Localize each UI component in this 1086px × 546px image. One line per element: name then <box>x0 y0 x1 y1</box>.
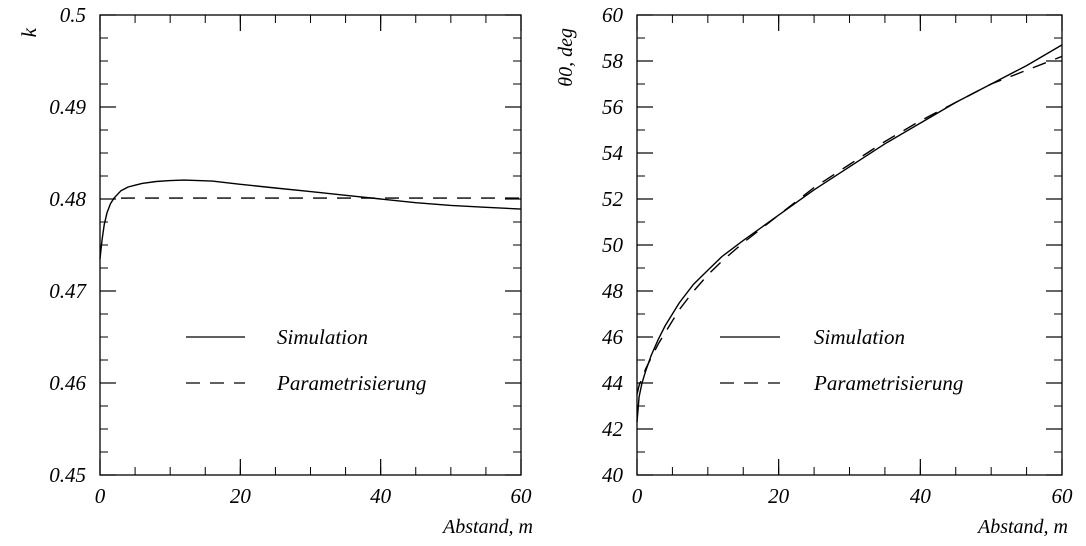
legend-label-simulation: Simulation <box>814 325 905 349</box>
xtick-labels: 0 20 40 60 <box>632 484 1073 508</box>
legend-label-simulation: Simulation <box>277 325 368 349</box>
y-tick-label: 0.5 <box>60 3 86 27</box>
y-tick-label: 0.47 <box>49 279 87 303</box>
major-ticks <box>99 14 522 476</box>
y-axis-label: k <box>17 27 41 37</box>
legend-label-parametrisierung: Parametrisierung <box>813 371 963 395</box>
x-tick-label: 20 <box>230 484 252 508</box>
x-tick-label: 0 <box>632 484 643 508</box>
x-tick-label: 0 <box>95 484 106 508</box>
y-tick-label: 56 <box>602 95 624 119</box>
plot-frame <box>99 14 522 476</box>
legend: Simulation Parametrisierung <box>186 325 426 395</box>
ytick-labels: 40 42 44 46 48 50 52 54 56 58 60 <box>602 3 624 487</box>
x-tick-label: 60 <box>511 484 533 508</box>
x-tick-label: 20 <box>768 484 790 508</box>
y-tick-label: 40 <box>602 463 624 487</box>
panel-theta: 40 42 44 46 48 50 52 54 56 58 60 0 20 40 60 θ0, deg A… <box>555 3 1073 538</box>
series-line-parametrisierung <box>636 55 1063 395</box>
panel-k: 0.45 0.46 0.47 0.48 0.49 0.5 0 20 40 60 k Abstan… <box>17 3 533 538</box>
ytick-labels: 0.45 0.46 0.47 0.48 0.49 0.5 <box>49 3 87 487</box>
xtick-labels: 0 20 40 60 <box>95 484 532 508</box>
series-line-simulation <box>99 179 522 259</box>
legend-label-parametrisierung: Parametrisierung <box>276 371 426 395</box>
series-group <box>636 44 1063 423</box>
y-tick-label: 46 <box>602 325 624 349</box>
y-tick-label: 0.46 <box>49 371 86 395</box>
y-tick-label: 50 <box>602 233 624 257</box>
series-group <box>99 179 522 259</box>
y-tick-label: 0.45 <box>49 463 86 487</box>
y-tick-label: 54 <box>602 141 624 165</box>
plot-frame <box>636 14 1063 476</box>
x-axis-label: Abstand, m <box>976 516 1068 538</box>
y-tick-label: 42 <box>602 417 624 441</box>
series-line-simulation <box>636 44 1063 423</box>
y-axis-label: θ0, deg <box>555 28 577 87</box>
legend: Simulation Parametrisierung <box>720 325 963 395</box>
y-tick-label: 52 <box>602 187 624 211</box>
y-tick-label: 0.49 <box>49 95 86 119</box>
y-tick-label: 48 <box>602 279 624 303</box>
minor-ticks <box>636 14 1063 476</box>
x-tick-label: 40 <box>370 484 392 508</box>
minor-ticks <box>99 14 522 476</box>
x-tick-label: 60 <box>1052 484 1074 508</box>
major-ticks <box>636 14 1063 476</box>
x-axis-label: Abstand, m <box>441 516 533 538</box>
x-tick-label: 40 <box>910 484 932 508</box>
y-tick-label: 60 <box>602 3 624 27</box>
y-tick-label: 0.48 <box>49 187 86 211</box>
y-tick-label: 58 <box>602 49 624 73</box>
y-tick-label: 44 <box>602 371 624 395</box>
